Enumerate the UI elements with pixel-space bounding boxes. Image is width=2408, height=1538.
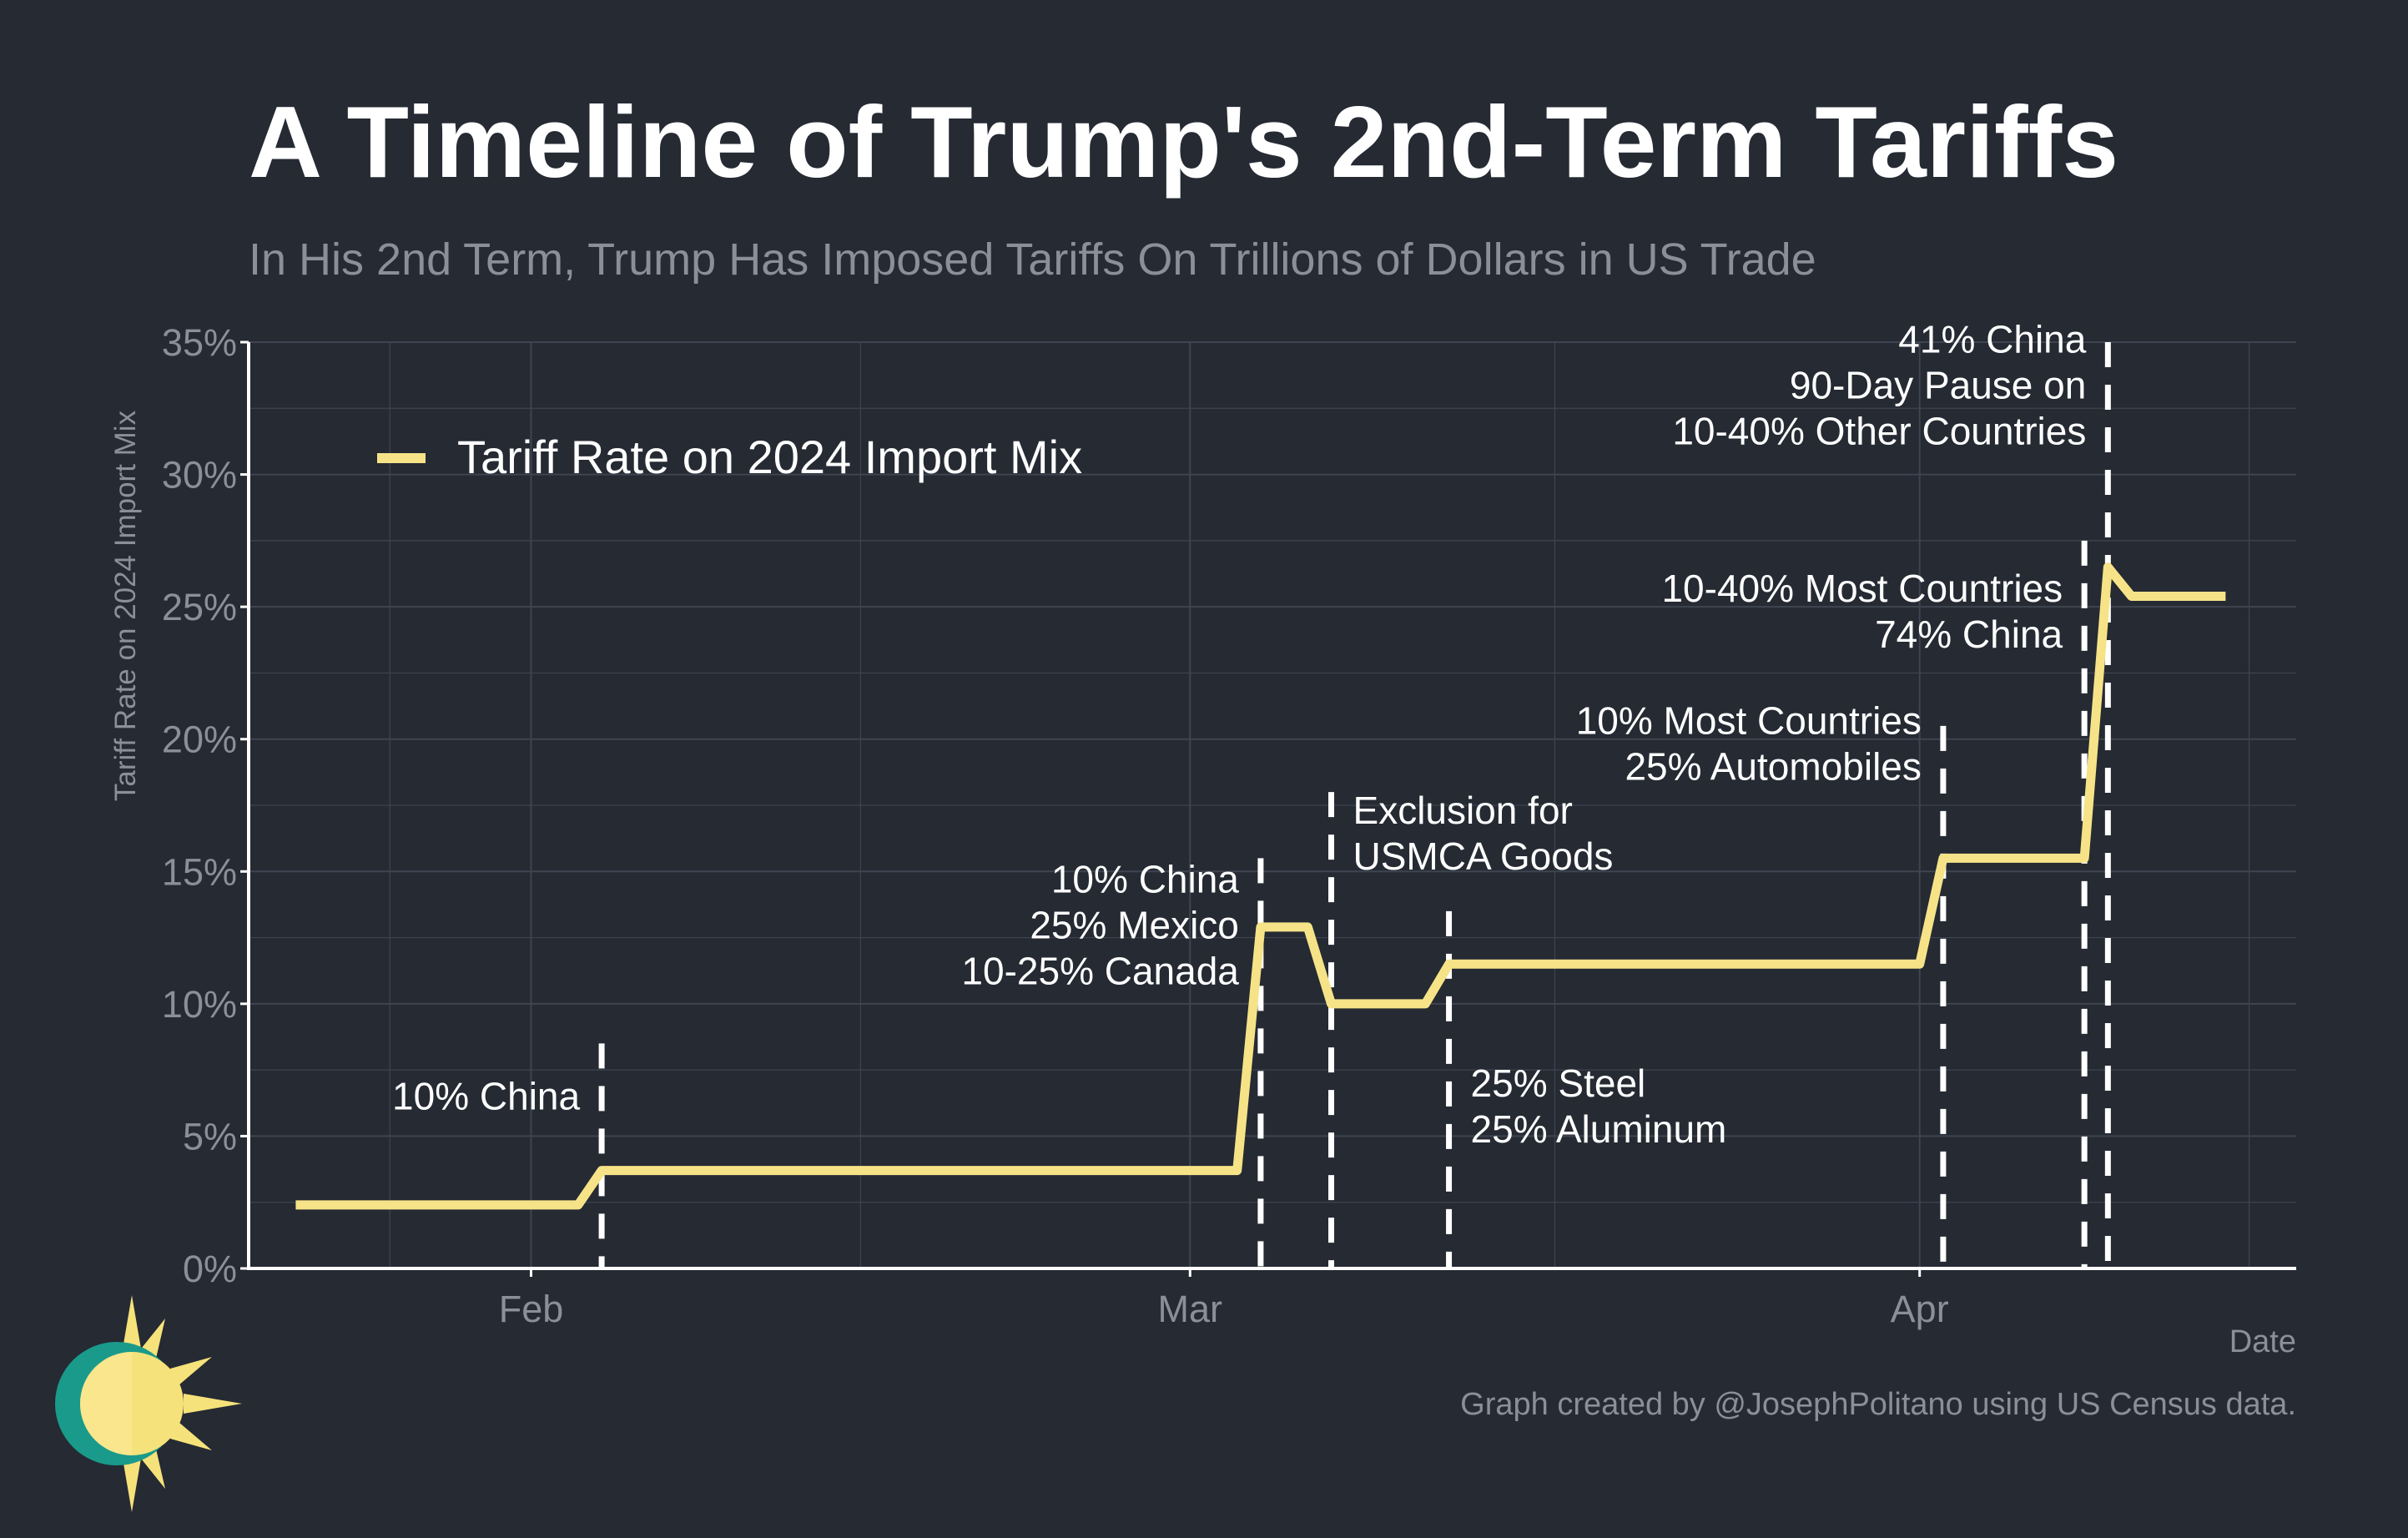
x-tick-label: Apr [1891, 1288, 1949, 1330]
sun-logo-icon [55, 1295, 242, 1512]
y-tick-label: 30% [162, 454, 237, 497]
x-axis-label: Date [2229, 1324, 2296, 1359]
tariff-rate-line [295, 562, 2226, 1210]
event-label: Exclusion for [1353, 789, 1573, 832]
y-tick-label: 35% [162, 321, 237, 364]
x-tick-label: Feb [499, 1288, 564, 1330]
legend: Tariff Rate on 2024 Import Mix [377, 431, 1082, 483]
y-tick-label: 15% [162, 850, 237, 893]
y-tick-label: 0% [183, 1248, 237, 1290]
chart-subtitle: In His 2nd Term, Trump Has Imposed Tarif… [249, 234, 1816, 285]
source-credit: Graph created by @JosephPolitano using U… [1460, 1387, 2296, 1422]
event-label: 90-Day Pause on [1790, 364, 2086, 407]
legend-label: Tariff Rate on 2024 Import Mix [457, 431, 1082, 483]
event-label: 10% China [1051, 858, 1239, 901]
series-layer [295, 562, 2226, 1210]
event-marker: 10% China [392, 1043, 605, 1268]
y-tick-label: 5% [183, 1115, 237, 1157]
event-label: 10-40% Most Countries [1661, 567, 2063, 610]
event-label: 25% Steel [1471, 1061, 1646, 1105]
y-tick-label: 20% [162, 719, 237, 761]
chart-title: A Timeline of Trump's 2nd-Term Tariffs [249, 85, 2119, 199]
event-label: USMCA Goods [1353, 835, 1614, 878]
event-label: 10-40% Other Countries [1672, 410, 2086, 453]
event-label: 25% Automobiles [1625, 744, 1921, 788]
event-label: 10-25% Canada [961, 950, 1239, 993]
event-label: 10% China [392, 1075, 580, 1118]
event-label: 10% Most Countries [1576, 698, 1922, 742]
y-axis-label: Tariff Rate on 2024 Import Mix [109, 410, 142, 801]
event-label: 25% Aluminum [1471, 1107, 1727, 1151]
y-tick-label: 25% [162, 586, 237, 628]
x-tick-label: Mar [1158, 1288, 1223, 1330]
grid-layer [249, 341, 2296, 1269]
y-tick-label: 10% [162, 983, 237, 1026]
axis-layer: 0% 5% 10% 15% 20% 25% 30% 35% Feb Mar Apr [162, 321, 2296, 1330]
event-label: 25% Mexico [1030, 904, 1239, 947]
event-label: 74% China [1875, 613, 2063, 656]
event-label: 41% China [1898, 318, 2086, 361]
